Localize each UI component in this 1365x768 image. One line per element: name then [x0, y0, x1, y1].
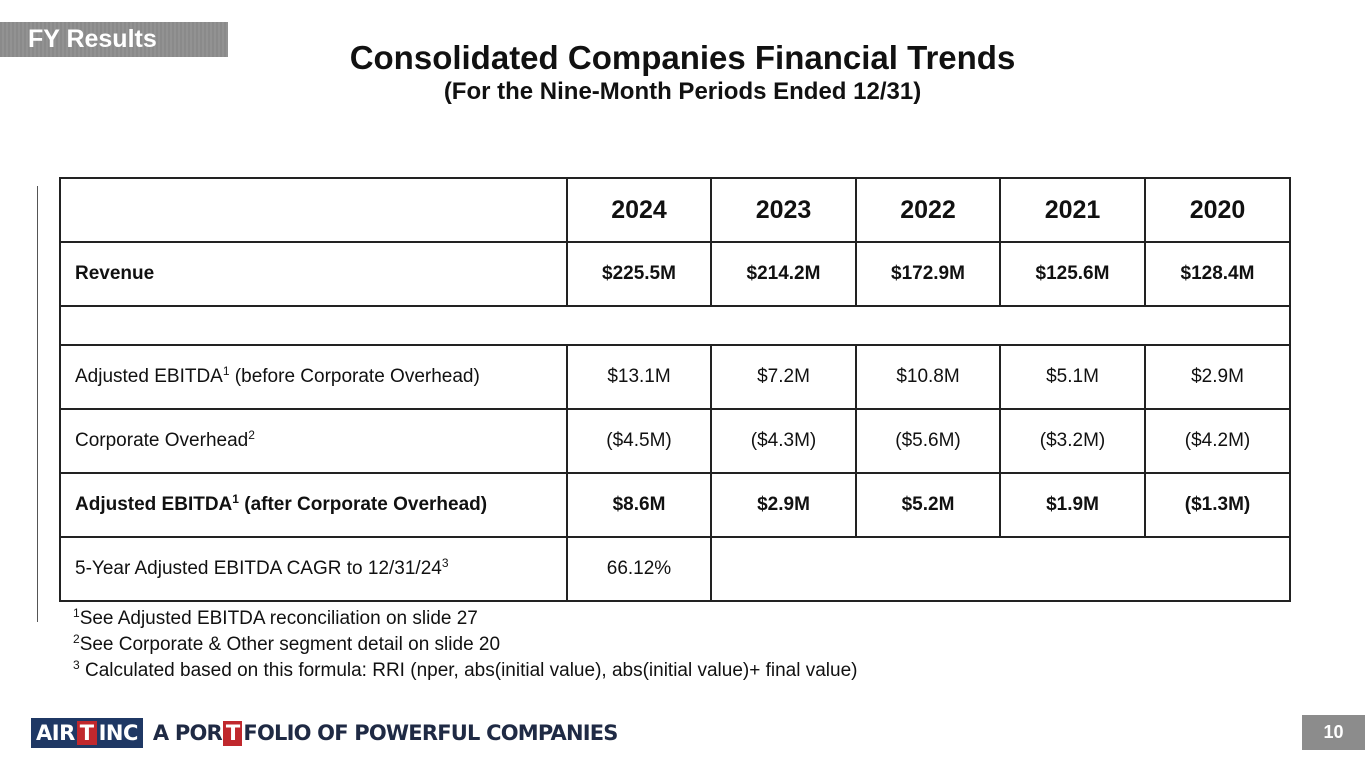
logo-text: INC — [98, 721, 139, 745]
cell-value: $1.9M — [999, 472, 1146, 538]
page-title: Consolidated Companies Financial Trends — [349, 39, 1016, 76]
label-text: 5-Year Adjusted EBITDA CAGR to 12/31/24 — [75, 558, 442, 579]
footnote-ref: 2 — [248, 428, 255, 442]
page-subtitle: (For the Nine-Month Periods Ended 12/31) — [443, 78, 922, 105]
empty-merged-cell — [710, 536, 1291, 602]
cell-value: $5.1M — [999, 344, 1146, 410]
label-text: Adjusted EBITDA — [75, 494, 233, 515]
spacer-cell — [59, 305, 1291, 346]
table-row-ebitda-after: Adjusted EBITDA1 (after Corporate Overhe… — [59, 472, 1291, 538]
row-label: Corporate Overhead2 — [59, 408, 568, 474]
table-row-corporate-overhead: Corporate Overhead2 ($4.5M) ($4.3M) ($5.… — [59, 408, 1291, 474]
footnote-text: See Adjusted EBITDA reconciliation on sl… — [79, 608, 478, 629]
cell-value: $225.5M — [566, 241, 712, 307]
table-row-ebitda-before: Adjusted EBITDA1 (before Corporate Overh… — [59, 344, 1291, 410]
footnote: 2See Corporate & Other segment detail on… — [73, 632, 858, 658]
logo-t-mark: T — [76, 721, 97, 745]
header-year: 2024 — [566, 177, 712, 243]
financial-trends-table: 2024 2023 2022 2021 2020 Revenue $225.5M… — [59, 177, 1291, 602]
logo-text: AIR — [36, 721, 75, 745]
cell-value: $2.9M — [710, 472, 857, 538]
footnote: 3 Calculated based on this formula: RRI … — [73, 658, 858, 684]
cell-value: ($4.2M) — [1144, 408, 1291, 474]
side-divider — [37, 186, 38, 622]
tagline-t-mark: T — [222, 720, 243, 746]
row-label: Adjusted EBITDA1 (before Corporate Overh… — [59, 344, 568, 410]
footnote-marker: 2 — [73, 632, 80, 646]
footnote-ref: 3 — [441, 556, 449, 570]
tagline-text: FOLIO OF POWERFUL COMPANIES — [243, 721, 618, 745]
row-label: Revenue — [59, 241, 568, 307]
table-row-cagr: 5-Year Adjusted EBITDA CAGR to 12/31/243… — [59, 536, 1291, 602]
cell-value: $8.6M — [566, 472, 712, 538]
footnote: 1See Adjusted EBITDA reconciliation on s… — [73, 606, 858, 632]
footnote-marker: 1 — [73, 606, 80, 620]
cell-value: ($5.6M) — [855, 408, 1001, 474]
tagline: A POR T FOLIO OF POWERFUL COMPANIES — [152, 720, 618, 746]
cell-value: $128.4M — [1144, 241, 1291, 307]
cell-value: $172.9M — [855, 241, 1001, 307]
cell-value: ($4.5M) — [566, 408, 712, 474]
section-tag: FY Results — [0, 22, 228, 57]
cell-value: $10.8M — [855, 344, 1001, 410]
cell-value: 66.12% — [566, 536, 712, 602]
cell-value: $2.9M — [1144, 344, 1291, 410]
header-empty-cell — [59, 177, 568, 243]
label-text: (before Corporate Overhead) — [229, 366, 480, 387]
table-header-row: 2024 2023 2022 2021 2020 — [59, 177, 1291, 243]
footnote-text: Calculated based on this formula: RRI (n… — [79, 660, 858, 681]
row-label: Adjusted EBITDA1 (after Corporate Overhe… — [59, 472, 568, 538]
tagline-text: A POR — [152, 721, 223, 745]
footnote-ref: 1 — [222, 364, 230, 378]
cell-value: ($3.2M) — [999, 408, 1146, 474]
cell-value: ($1.3M) — [1144, 472, 1291, 538]
table-row-revenue: Revenue $225.5M $214.2M $172.9M $125.6M … — [59, 241, 1291, 307]
footnotes: 1See Adjusted EBITDA reconciliation on s… — [73, 606, 858, 684]
row-label: 5-Year Adjusted EBITDA CAGR to 12/31/243 — [59, 536, 568, 602]
cell-value: $5.2M — [855, 472, 1001, 538]
cell-value: $125.6M — [999, 241, 1146, 307]
cell-value: $214.2M — [710, 241, 857, 307]
cell-value: $7.2M — [710, 344, 857, 410]
header-year: 2020 — [1144, 177, 1291, 243]
cell-value: $13.1M — [566, 344, 712, 410]
header-year: 2021 — [999, 177, 1146, 243]
footnote-marker: 3 — [73, 658, 80, 672]
header-year: 2022 — [855, 177, 1001, 243]
label-text: (after Corporate Overhead) — [238, 494, 488, 515]
cell-value: ($4.3M) — [710, 408, 857, 474]
table-spacer-row — [59, 305, 1291, 346]
header-year: 2023 — [710, 177, 857, 243]
footnote-ref: 1 — [232, 492, 239, 506]
page-number: 10 — [1302, 715, 1365, 750]
label-text: Adjusted EBITDA — [75, 366, 223, 387]
footnote-text: See Corporate & Other segment detail on … — [79, 634, 501, 655]
label-text: Corporate Overhead — [75, 430, 249, 451]
airtinc-logo: AIR T INC — [31, 718, 143, 748]
company-logo: AIR T INC A POR T FOLIO OF POWERFUL COMPANIE… — [31, 718, 618, 748]
